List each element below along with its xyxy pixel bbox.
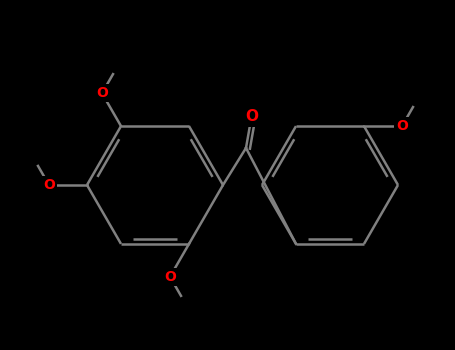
Text: O: O (96, 86, 108, 100)
Text: O: O (43, 178, 55, 192)
Text: O: O (245, 109, 258, 124)
Text: O: O (396, 119, 408, 133)
Text: O: O (164, 270, 176, 284)
